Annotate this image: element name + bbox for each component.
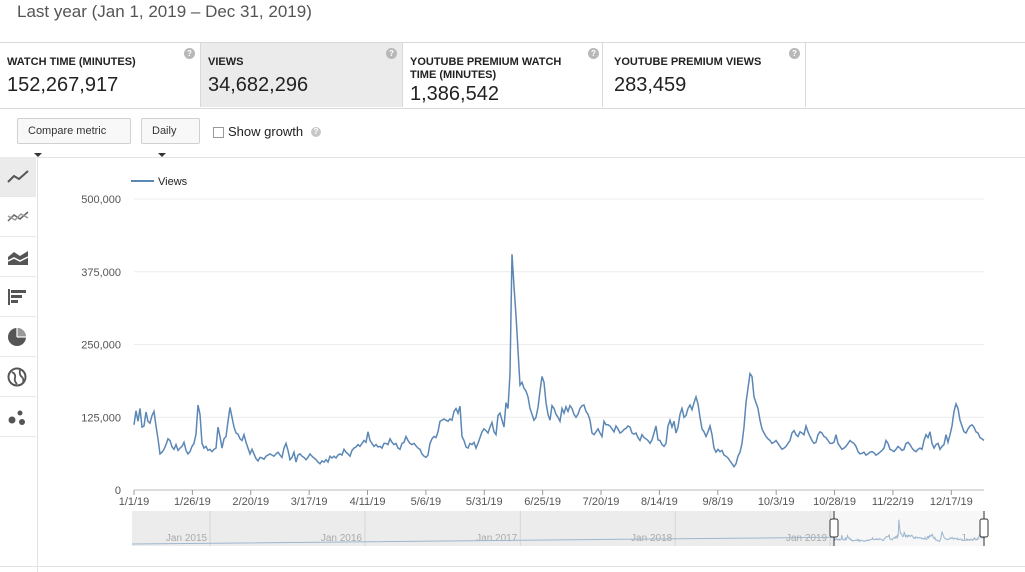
metric-label: YOUTUBE PREMIUM WATCH TIME (MINUTES)	[410, 56, 562, 81]
metric-card-views[interactable]: VIEWS 34,682,296 ?	[201, 43, 403, 107]
navigator-series-line	[131, 519, 985, 545]
x-tick-label: 10/3/19	[758, 496, 795, 508]
date-range-label[interactable]: Last year (Jan 1, 2019 – Dec 31, 2019)	[17, 2, 312, 21]
navigator-year-label: Jan 2019	[786, 533, 828, 544]
navigator-year-label: Jan 2018	[631, 533, 673, 544]
metric-label: YOUTUBE PREMIUM VIEWS	[614, 56, 762, 68]
sidebar-item-pie-chart[interactable]	[0, 317, 36, 357]
chart-type-sidebar	[0, 157, 38, 572]
y-tick-label: 375,000	[81, 267, 121, 279]
x-tick-label: 2/20/19	[232, 496, 269, 508]
range-navigator[interactable]: Jan 2015 Jan 2016 Jan 2017 Jan 2018 Jan 2019…	[131, 511, 989, 546]
legend-label: Views	[158, 176, 188, 188]
x-tick-label: 3/17/19	[291, 496, 328, 508]
x-tick-label: 1/1/19	[119, 496, 150, 508]
y-tick-label: 0	[115, 485, 121, 497]
navigator-year-label: J...	[961, 533, 974, 544]
x-tick-label: 12/17/19	[930, 496, 973, 508]
x-tick-label: 5/31/19	[466, 496, 503, 508]
metric-value: 34,682,296	[208, 74, 309, 96]
sidebar-item-bar-chart[interactable]	[0, 277, 36, 317]
sidebar-item-line-chart[interactable]	[0, 157, 36, 197]
series-line-views[interactable]	[133, 254, 985, 469]
legend[interactable]: Views	[131, 176, 188, 188]
sidebar-item-multiline-chart[interactable]	[0, 197, 36, 237]
metric-label: WATCH TIME (MINUTES)	[7, 56, 136, 68]
multiline-chart-icon	[7, 211, 29, 222]
metric-label: VIEWS	[208, 56, 244, 68]
compare-metric-dropdown[interactable]: Compare metric	[17, 118, 131, 158]
globe-map-icon	[7, 367, 27, 387]
pie-chart-icon	[8, 328, 26, 346]
x-tick-label: 10/28/19	[813, 496, 856, 508]
navigator-left-handle[interactable]	[829, 518, 839, 538]
y-tick-label: 125,000	[81, 412, 121, 424]
report-header: Last year (Jan 1, 2019 – Dec 31, 2019)	[0, 0, 1025, 42]
chevron-down-icon	[34, 153, 42, 158]
navigator-year-label: Jan 2017	[476, 533, 518, 544]
sidebar-item-map[interactable]	[0, 357, 36, 397]
metric-value: 283,459	[614, 74, 687, 96]
help-icon[interactable]: ?	[789, 48, 800, 59]
metric-card-premium-watch-time[interactable]: YOUTUBE PREMIUM WATCH TIME (MINUTES) 1,3…	[403, 43, 603, 107]
metric-card-premium-views[interactable]: YOUTUBE PREMIUM VIEWS 283,459 ?	[603, 43, 806, 107]
x-tick-label: 9/8/19	[702, 496, 733, 508]
x-tick-label: 11/22/19	[872, 496, 914, 508]
chart-controls: Compare metric Daily Show growth ?	[0, 107, 1025, 158]
stacked-area-icon	[7, 251, 29, 265]
bottom-divider	[0, 566, 1025, 567]
help-icon[interactable]: ?	[311, 127, 321, 137]
x-tick-label: 6/25/19	[524, 496, 561, 508]
x-tick-label: 7/20/19	[583, 496, 620, 508]
y-tick-label: 500,000	[81, 194, 121, 206]
metric-card-watch-time[interactable]: WATCH TIME (MINUTES) 152,267,917 ?	[0, 43, 201, 107]
chevron-down-icon	[158, 153, 166, 158]
x-tick-label: 5/6/19	[411, 496, 442, 508]
metric-value: 1,386,542	[410, 83, 499, 105]
x-tick-label: 1/26/19	[174, 496, 211, 508]
x-tick-label: 8/14/19	[641, 496, 678, 508]
metric-value: 152,267,917	[7, 74, 119, 96]
line-chart-icon	[7, 170, 29, 183]
interval-label: Daily	[152, 125, 177, 137]
metric-cards: WATCH TIME (MINUTES) 152,267,917 ? VIEWS…	[0, 42, 1025, 109]
help-icon[interactable]: ?	[588, 48, 599, 59]
sidebar-item-stacked-area[interactable]	[0, 237, 36, 277]
views-line-chart: 500,000 375,000 250,000 125,000 0 1/1/19 1/26…	[81, 176, 989, 546]
y-tick-label: 250,000	[81, 340, 121, 352]
navigator-right-handle[interactable]	[979, 518, 989, 538]
bar-chart-icon	[8, 289, 26, 305]
interval-dropdown[interactable]: Daily	[141, 118, 200, 158]
help-icon[interactable]: ?	[386, 48, 397, 59]
navigator-year-label: Jan 2015	[166, 533, 208, 544]
compare-metric-label: Compare metric	[28, 125, 107, 137]
navigator-year-label: Jan 2016	[321, 533, 363, 544]
help-icon[interactable]: ?	[184, 48, 195, 59]
x-tick-label: 4/11/19	[350, 496, 386, 508]
sidebar-item-bubble-chart[interactable]	[0, 397, 36, 437]
show-growth-label[interactable]: Show growth	[228, 124, 304, 139]
bubble-chart-icon	[8, 410, 25, 425]
show-growth-checkbox[interactable]	[213, 127, 224, 138]
